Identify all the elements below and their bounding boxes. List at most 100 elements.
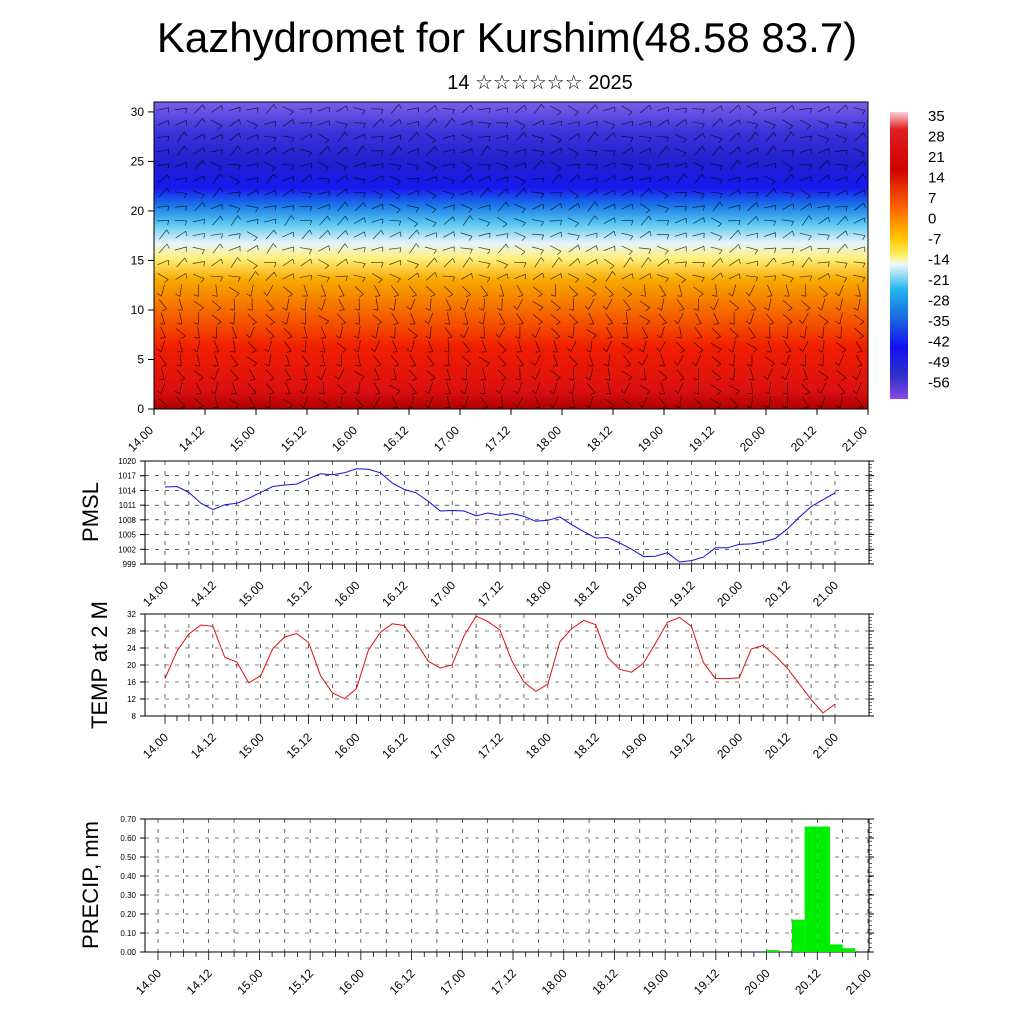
wind-barb-flag: [343, 166, 348, 172]
wind-barb: [407, 148, 419, 154]
wind-barb-flag: [660, 295, 666, 297]
precip-bar: [804, 826, 818, 952]
wind-barb: [818, 174, 829, 183]
wind-barb: [389, 175, 401, 182]
wind-barb-flag: [237, 257, 241, 262]
wind-barb-flag: [221, 105, 224, 111]
wind-barb: [156, 149, 169, 153]
wind-barb: [373, 355, 382, 365]
wind-barb-flag: [465, 350, 471, 353]
wind-barb: [425, 161, 437, 168]
wind-barb-flag: [584, 305, 589, 310]
wind-barb: [178, 340, 183, 353]
wind-barb: [230, 369, 239, 379]
wind-barb: [214, 354, 219, 367]
wind-barb: [695, 312, 702, 324]
wind-barb-flag: [256, 245, 259, 251]
wind-barb-flag: [674, 389, 679, 394]
wind-barb: [605, 271, 613, 282]
wind-barb: [782, 300, 793, 309]
wind-barb-flag: [269, 378, 275, 381]
cross-section-x-tick-label: 16.12: [380, 423, 411, 454]
wind-barb: [839, 298, 843, 311]
wind-barb-flag: [791, 221, 794, 227]
wind-barb: [175, 230, 186, 239]
wind-barb: [621, 398, 633, 406]
wind-barb-flag: [319, 365, 325, 367]
wind-barb: [388, 163, 401, 166]
wind-barb: [585, 149, 598, 153]
wind-barb: [265, 104, 275, 114]
wind-barb-flag: [800, 364, 806, 367]
wind-barb-flag: [364, 217, 366, 223]
wind-barb-flag: [292, 273, 295, 279]
wind-barb-flag: [203, 134, 206, 140]
wind-barb-flag: [396, 181, 401, 186]
wind-barb-flag: [542, 204, 545, 210]
wind-barb-flag: [434, 146, 438, 151]
wind-barb-flag: [683, 173, 688, 179]
wind-barb: [161, 368, 165, 381]
wind-barb-flag: [203, 261, 205, 267]
wind-barb: [389, 134, 401, 139]
wind-barb: [822, 326, 825, 339]
wind-barb-flag: [664, 195, 669, 200]
wind-barb-flag: [828, 106, 830, 112]
wind-barb: [246, 231, 258, 238]
wind-barb-flag: [345, 258, 349, 264]
wind-barb: [729, 300, 740, 309]
wind-barb: [585, 232, 598, 237]
wind-barb: [585, 273, 597, 280]
wind-barb: [817, 134, 830, 140]
wind-barb-flag: [273, 104, 277, 109]
wind-barb: [817, 148, 830, 154]
wind-barb-flag: [290, 215, 295, 220]
wind-barb: [192, 190, 205, 196]
wind-barb-flag: [774, 247, 777, 253]
wind-barb-flag: [696, 336, 702, 339]
wind-barb-flag: [693, 392, 699, 395]
temp-y-tick-label: 32: [127, 610, 136, 619]
wind-barb-flag: [167, 149, 170, 155]
wind-barb-flag: [756, 177, 759, 184]
wind-barb-flag: [292, 147, 295, 153]
wind-barb: [585, 245, 597, 252]
wind-barb-flag: [513, 403, 518, 408]
wind-barb-flag: [217, 125, 223, 130]
wind-barb: [746, 342, 758, 350]
pmsl-x-tick-label: 21.00: [810, 578, 841, 609]
wind-barb: [337, 131, 346, 143]
wind-barb: [317, 120, 330, 126]
wind-barb-flag: [184, 220, 188, 226]
wind-barb-flag: [817, 404, 822, 408]
wind-barb-flag: [642, 337, 648, 339]
wind-barb: [246, 107, 259, 111]
wind-barb-flag: [806, 125, 812, 130]
wind-barb: [194, 202, 204, 212]
wind-barb: [425, 203, 437, 210]
wind-barb-flag: [328, 245, 331, 251]
wind-barb-flag: [221, 233, 223, 239]
wind-barb-flag: [828, 205, 830, 211]
wind-barb: [463, 326, 470, 338]
cross-section-x-tick-label: 17.12: [482, 423, 513, 454]
wind-barb: [442, 275, 455, 278]
wind-barb: [499, 326, 506, 338]
wind-barb: [747, 299, 757, 310]
wind-barb-flag: [825, 124, 830, 130]
wind-barb: [460, 134, 473, 140]
wind-barb-flag: [389, 307, 395, 311]
wind-barb: [801, 215, 810, 226]
wind-barb: [178, 298, 183, 311]
wind-barb: [174, 177, 187, 181]
wind-barb: [478, 136, 491, 138]
wind-barb: [638, 162, 651, 167]
wind-barb-flag: [292, 119, 295, 125]
wind-barb-flag: [661, 406, 667, 409]
wind-barb-flag: [862, 262, 866, 268]
wind-barb-flag: [360, 376, 365, 381]
wind-barb: [322, 354, 326, 367]
precip-bars: [766, 826, 856, 952]
wind-barb-flag: [398, 146, 402, 151]
temp-x-tick-label: 17.00: [427, 730, 458, 761]
